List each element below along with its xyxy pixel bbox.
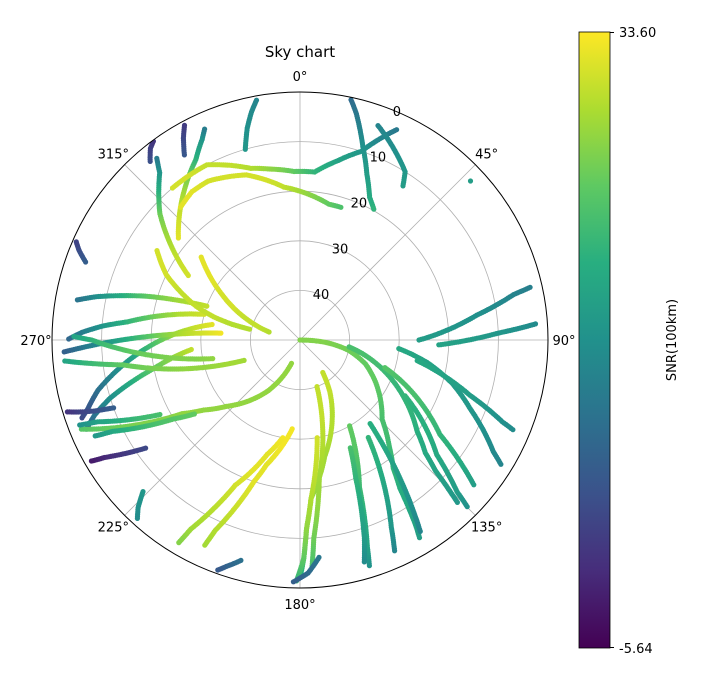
track-point [394,127,400,133]
track-point [400,183,406,189]
track-point [64,409,70,415]
track-points [61,97,539,585]
track-point [253,97,260,103]
grid-spoke [299,164,476,341]
grid-spoke [124,339,301,516]
track-point [454,499,460,505]
angular-tick-label: 90° [552,334,575,349]
angular-tick-label: 180° [284,598,315,613]
angular-tick-label: 315° [98,147,129,162]
track-point [62,358,68,364]
colorbar-gradient [578,31,611,649]
track-point [290,579,296,585]
track-point [181,122,188,128]
grid-spoke [124,164,301,341]
track-point [73,239,79,245]
track-point [338,204,344,210]
colorbar-max-label: 33.60 [619,26,656,41]
angular-tick-label: 270° [20,334,51,349]
radial-tick-label: 40 [313,288,330,303]
radial-tick-label: 30 [332,242,349,257]
colorbar-min-label: -5.64 [619,642,653,657]
angular-tick-label: 225° [98,521,129,536]
track-point [74,297,80,303]
track-point [176,540,182,546]
track-point [416,535,423,541]
track-point [366,563,372,569]
track-point [467,178,474,184]
track-point [510,427,516,433]
chart-title: Sky chart [265,43,335,61]
track-point [79,415,85,421]
track-point [266,329,272,335]
track-point [202,126,208,132]
track-point [215,567,221,573]
track-point [471,482,477,488]
radial-tick-label: 20 [351,197,368,212]
radial-tick-label: 10 [370,151,387,166]
angular-tick-label: 45° [475,147,498,162]
track-point [371,206,377,212]
track-point [361,559,367,565]
angular-tick-label: 0° [293,70,308,85]
track-point [417,528,423,535]
track-point [464,504,470,510]
radial-tick-label: 0 [393,105,401,120]
track-point [527,284,533,290]
track-point [77,422,83,428]
colorbar-label: SNR(100km) [665,299,680,381]
track-point [71,333,77,339]
track-point [88,458,94,464]
track-point [247,326,253,332]
track-point [134,515,140,522]
track-point [498,461,504,467]
track-point [202,542,208,548]
colorbar: 33.60 -5.64 SNR(100km) [578,26,680,657]
track-point [154,155,160,161]
track-point [392,548,398,554]
track-point [532,321,539,327]
angular-tick-label: 135° [471,521,502,536]
track-point [66,336,72,342]
track-point [61,349,67,355]
track-point [92,433,98,439]
